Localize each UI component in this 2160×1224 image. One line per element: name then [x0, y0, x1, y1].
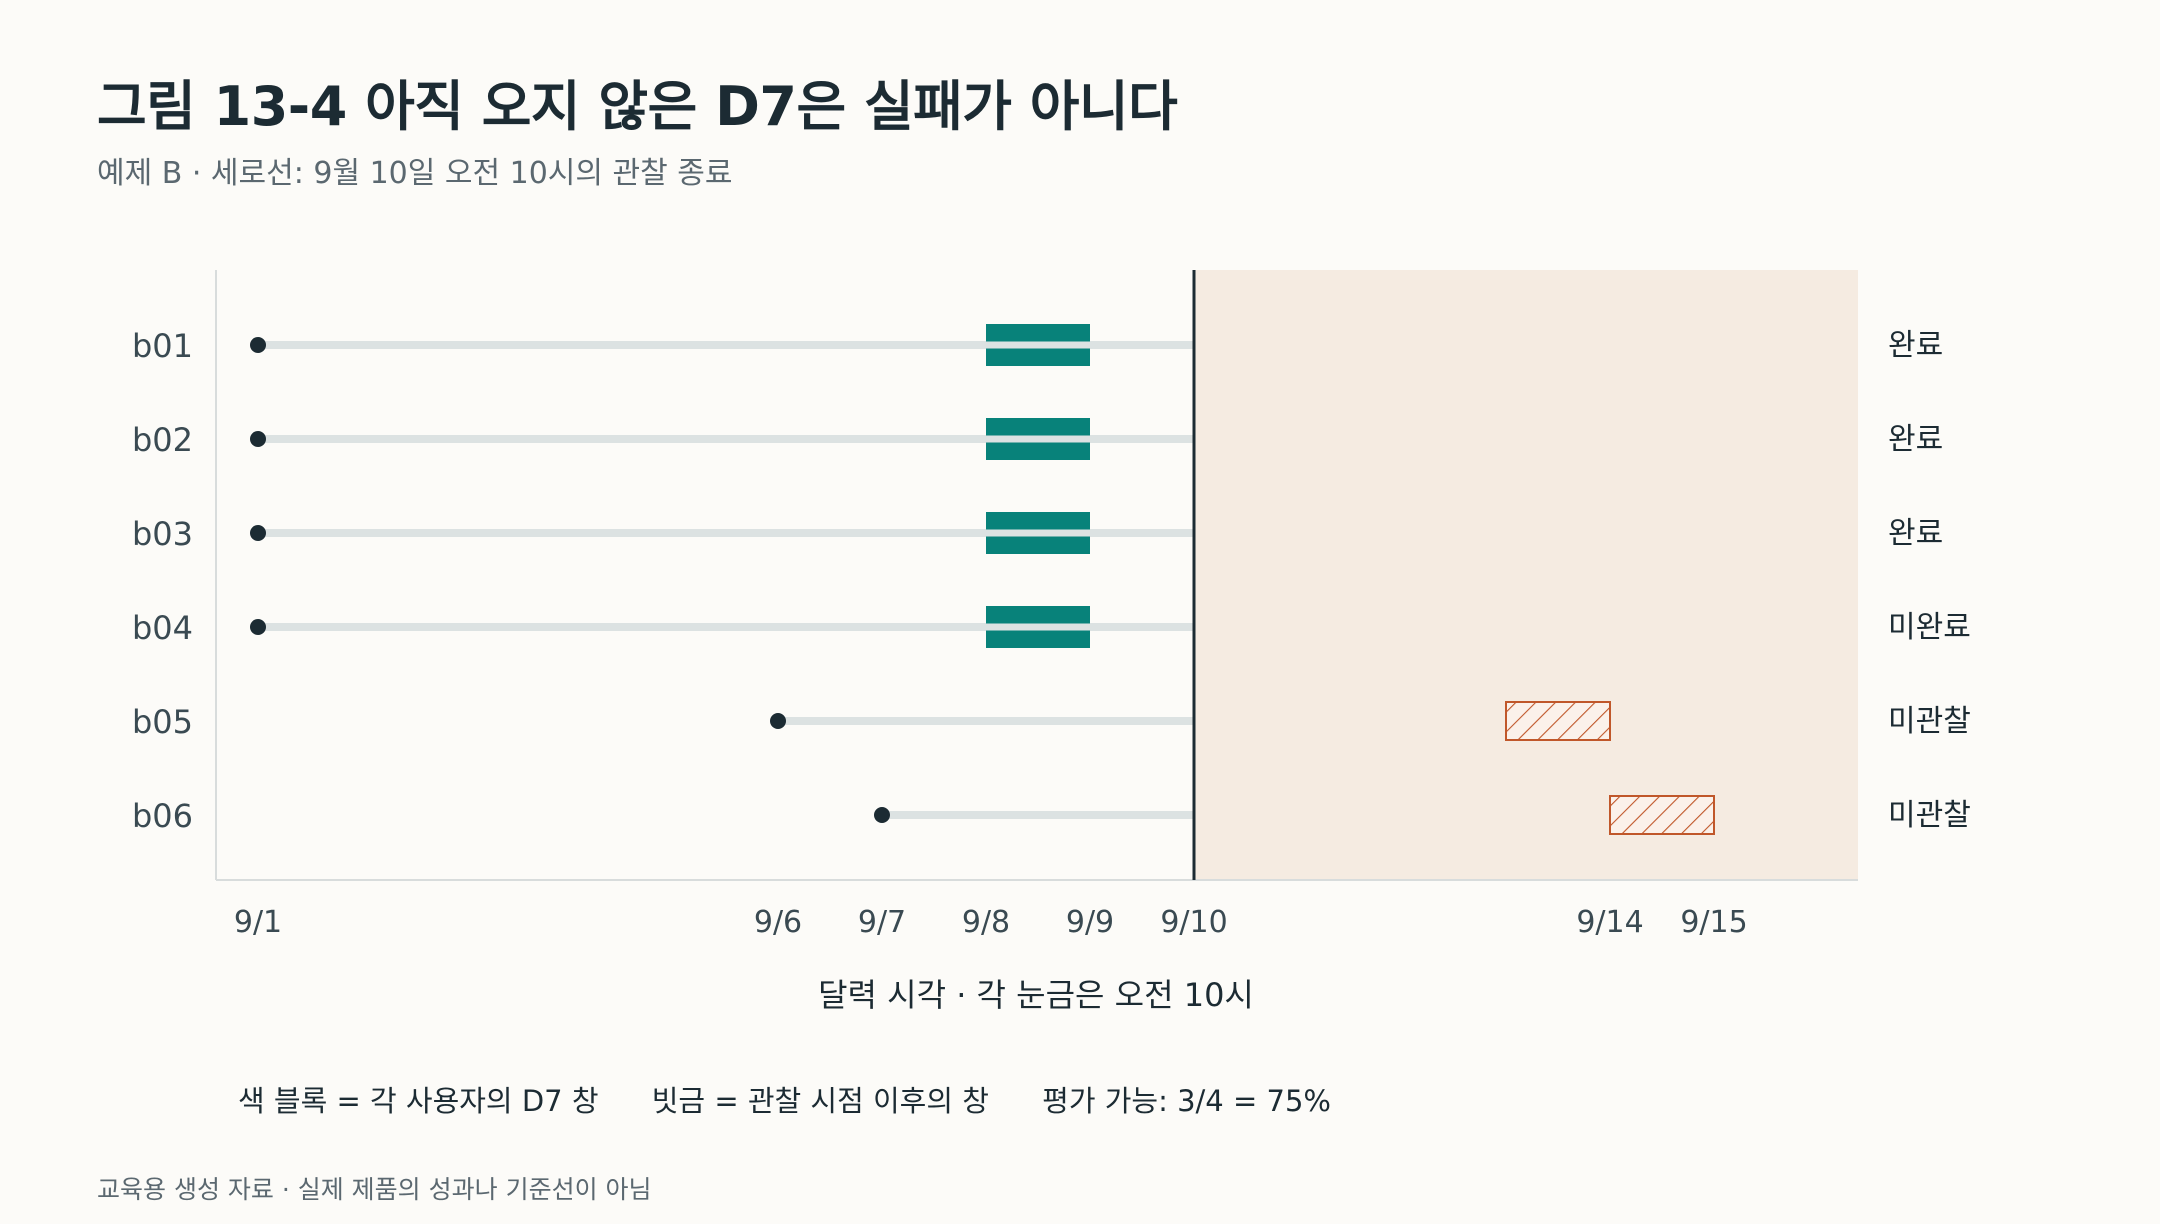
status-label: 완료	[1888, 516, 1943, 551]
footer-note: 교육용 생성 자료 · 실제 제품의 성과나 기준선이 아님	[97, 1175, 652, 1204]
chart-subtitle: 예제 B · 세로선: 9월 10일 오전 10시의 관찰 종료	[97, 156, 733, 191]
row-label: b06	[132, 797, 193, 835]
row-label: b04	[132, 609, 193, 647]
legend-color-block: 색 블록 = 각 사용자의 D7 창	[238, 1084, 599, 1118]
x-tick-label: 9/9	[1066, 905, 1114, 940]
row-label: b02	[132, 421, 193, 459]
start-dot	[250, 431, 266, 447]
d7-window-hatched	[1505, 701, 1611, 741]
d7-window-hatched	[1609, 795, 1715, 835]
legend-hatch: 빗금 = 관찰 시점 이후의 창	[651, 1084, 989, 1118]
x-tick-label: 9/1	[234, 905, 282, 940]
status-label: 미완료	[1888, 610, 1971, 645]
status-label: 완료	[1888, 422, 1943, 457]
start-dot	[250, 525, 266, 541]
x-tick-label: 9/6	[754, 905, 802, 940]
status-label: 미관찰	[1888, 704, 1971, 739]
chart-title: 그림 13-4 아직 오지 않은 D7은 실패가 아니다	[97, 75, 1178, 138]
status-label: 완료	[1888, 328, 1943, 363]
unobserved-region	[1194, 270, 1858, 880]
x-tick-label: 9/14	[1576, 905, 1643, 940]
start-dot	[250, 619, 266, 635]
row-label: b05	[132, 703, 193, 741]
start-dot	[250, 337, 266, 353]
legend-evaluable: 평가 가능: 3/4 = 75%	[1042, 1084, 1331, 1118]
x-tick-label: 9/15	[1680, 905, 1747, 940]
x-tick-label: 9/8	[962, 905, 1010, 940]
status-label: 미관찰	[1888, 798, 1971, 833]
legend: 색 블록 = 각 사용자의 D7 창 빗금 = 관찰 시점 이후의 창 평가 가…	[238, 1078, 1375, 1120]
x-tick-label: 9/7	[858, 905, 906, 940]
x-axis-label: 달력 시각 · 각 눈금은 오전 10시	[818, 976, 1254, 1014]
row-label: b01	[132, 327, 193, 365]
row-label: b03	[132, 515, 193, 553]
x-tick-label: 9/10	[1160, 905, 1227, 940]
start-dot	[770, 713, 786, 729]
start-dot	[874, 807, 890, 823]
